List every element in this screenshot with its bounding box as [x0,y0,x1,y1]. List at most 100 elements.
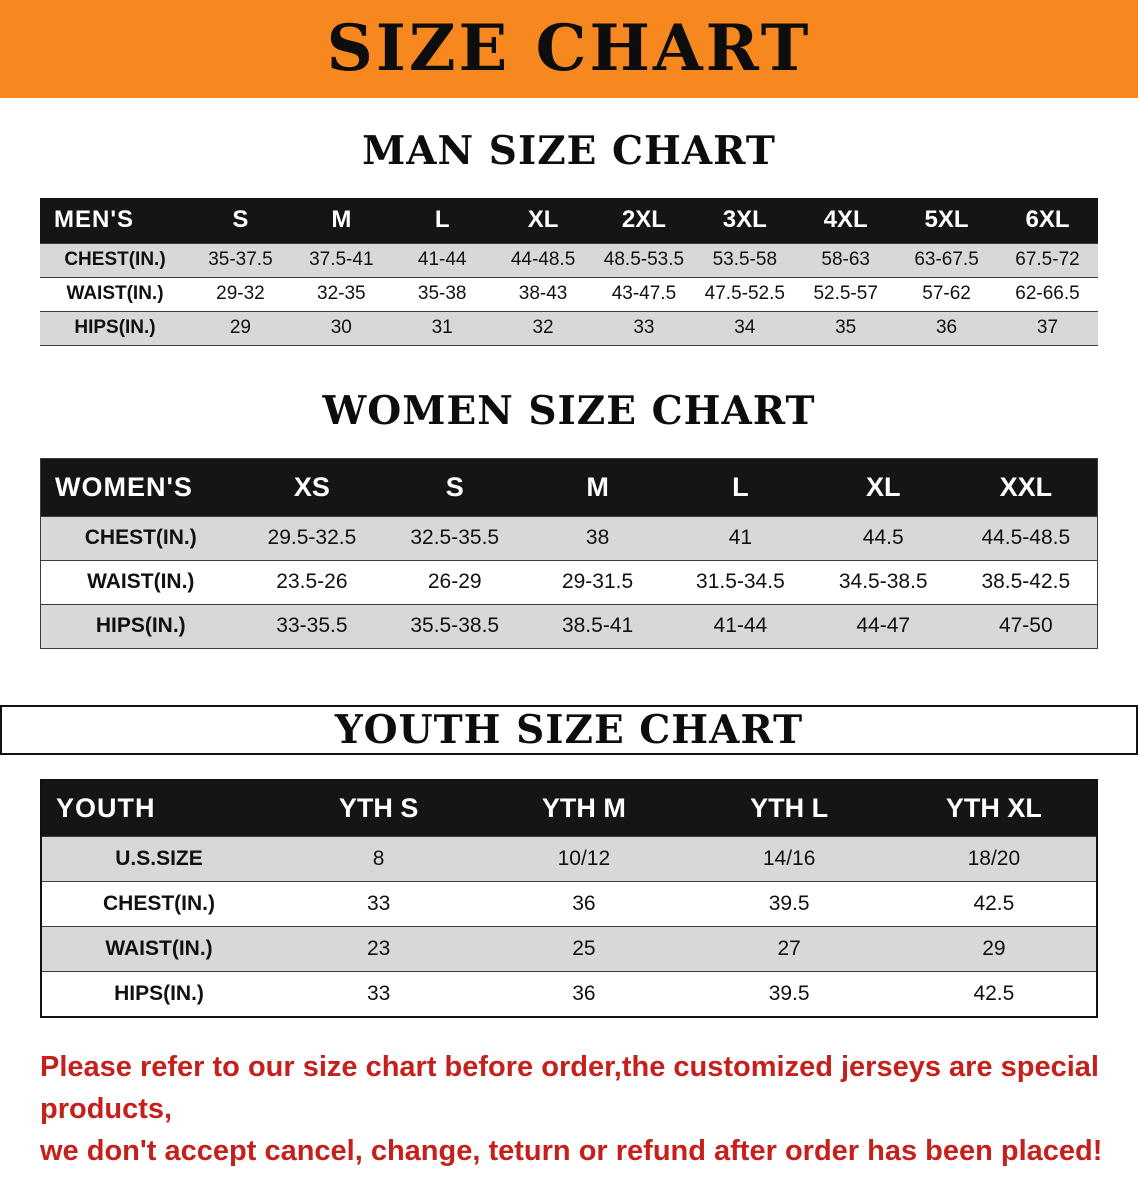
row-label: WAIST(IN.) [40,277,190,311]
table-cell: 29.5-32.5 [240,516,384,560]
table-cell: 18/20 [891,836,1097,882]
table-cell: 27 [686,926,892,972]
women-section-heading: WOMEN SIZE CHART [322,387,816,434]
table-cell: 33 [276,881,482,927]
table-cell: 41-44 [391,243,493,277]
row-label: CHEST(IN.) [41,881,276,927]
table-cell: 35 [795,311,897,345]
table-row: WAIST(IN.) 23 25 27 29 [41,926,1097,972]
table-corner-label: WOMEN'S [40,458,241,516]
table-cell: 67.5-72 [997,243,1098,277]
table-cell: 47.5-52.5 [694,277,796,311]
table-cell: 39.5 [686,971,892,1017]
column-header: S [383,458,527,516]
column-header: XL [811,458,955,516]
table-cell: 32.5-35.5 [383,516,527,560]
table-cell: 44.5-48.5 [954,516,1098,560]
table-cell: 57-62 [896,277,997,311]
column-header: YTH S [276,779,482,837]
table-cell: 41 [668,516,812,560]
table-cell: 39.5 [686,881,892,927]
table-cell: 38.5-42.5 [954,560,1098,604]
row-label: CHEST(IN.) [40,243,190,277]
youth-section-heading: YOUTH SIZE CHART [0,704,1138,755]
table-cell: 32-35 [290,277,392,311]
table-corner-label: MEN'S [40,198,190,243]
table-cell: 35-37.5 [190,243,291,277]
table-cell: 8 [276,836,482,882]
column-header: L [391,198,493,243]
table-row: CHEST(IN.) 29.5-32.5 32.5-35.5 38 41 44.… [40,516,1098,560]
table-cell: 31.5-34.5 [668,560,812,604]
table-cell: 38 [526,516,669,560]
table-cell: 26-29 [383,560,527,604]
column-header: XS [240,458,384,516]
column-header: XL [492,198,594,243]
youth-size-table: YOUTH YTH S YTH M YTH L YTH XL U.S.SIZE … [40,778,1098,1018]
row-label: HIPS(IN.) [40,311,190,345]
disclaimer-line-1: Please refer to our size chart before or… [40,1050,1099,1125]
table-cell: 32 [492,311,594,345]
table-cell: 35-38 [391,277,493,311]
women-size-table: WOMEN'S XS S M L XL XXL CHEST(IN.) 29.5-… [40,457,1098,649]
table-cell: 38-43 [492,277,594,311]
men-table-header-row: MEN'S S M L XL 2XL 3XL 4XL 5XL 6XL [40,198,1098,243]
row-label: HIPS(IN.) [41,971,276,1017]
table-cell: 30 [290,311,392,345]
table-cell: 29 [190,311,291,345]
column-header: S [190,198,291,243]
column-header: YTH XL [891,779,1097,837]
disclaimer-line-2: we don't accept cancel, change, teturn o… [40,1134,1103,1167]
table-row: U.S.SIZE 8 10/12 14/16 18/20 [41,836,1097,882]
table-corner-label: YOUTH [41,779,276,837]
table-cell: 29-31.5 [526,560,669,604]
table-cell: 25 [481,926,687,972]
table-cell: 53.5-58 [694,243,796,277]
table-row: HIPS(IN.) 29 30 31 32 33 34 35 36 37 [40,311,1098,345]
row-label: WAIST(IN.) [40,560,241,604]
table-cell: 36 [896,311,997,345]
table-cell: 23 [276,926,482,972]
table-cell: 58-63 [795,243,897,277]
men-size-section: MAN SIZE CHART MEN'S S M L XL 2XL 3XL 4X… [0,128,1138,346]
table-cell: 29-32 [190,277,291,311]
table-cell: 62-66.5 [997,277,1098,311]
table-cell: 31 [391,311,493,345]
table-cell: 43-47.5 [593,277,695,311]
column-header: 4XL [795,198,897,243]
table-cell: 42.5 [891,881,1097,927]
table-row: WAIST(IN.) 23.5-26 26-29 29-31.5 31.5-34… [40,560,1098,604]
row-label: HIPS(IN.) [40,604,241,648]
table-cell: 48.5-53.5 [593,243,695,277]
column-header: 3XL [694,198,796,243]
youth-table-header-row: YOUTH YTH S YTH M YTH L YTH XL [41,779,1097,837]
table-row: WAIST(IN.) 29-32 32-35 35-38 38-43 43-47… [40,277,1098,311]
table-cell: 14/16 [686,836,892,882]
table-cell: 34 [694,311,796,345]
disclaimer: Please refer to our size chart before or… [40,1046,1108,1172]
men-size-table: MEN'S S M L XL 2XL 3XL 4XL 5XL 6XL CHEST… [40,198,1098,346]
women-size-section: WOMEN SIZE CHART WOMEN'S XS S M L XL XXL… [0,388,1138,649]
table-cell: 23.5-26 [240,560,384,604]
column-header: 6XL [997,198,1098,243]
women-table-header-row: WOMEN'S XS S M L XL XXL [40,458,1098,516]
table-cell: 34.5-38.5 [811,560,955,604]
table-row: HIPS(IN.) 33 36 39.5 42.5 [41,971,1097,1017]
column-header: L [668,458,812,516]
row-label: CHEST(IN.) [40,516,241,560]
table-cell: 44-47 [811,604,955,648]
column-header: 5XL [896,198,997,243]
size-chart-banner: SIZE CHART [0,0,1138,98]
table-cell: 52.5-57 [795,277,897,311]
men-section-heading: MAN SIZE CHART [362,128,776,174]
row-label: U.S.SIZE [41,836,276,882]
column-header: 2XL [593,198,695,243]
table-cell: 36 [481,971,687,1017]
table-cell: 47-50 [954,604,1098,648]
table-cell: 33 [593,311,695,345]
table-row: CHEST(IN.) 33 36 39.5 42.5 [41,881,1097,927]
table-cell: 63-67.5 [896,243,997,277]
table-cell: 38.5-41 [526,604,669,648]
table-row: HIPS(IN.) 33-35.5 35.5-38.5 38.5-41 41-4… [40,604,1098,648]
table-cell: 37 [997,311,1098,345]
